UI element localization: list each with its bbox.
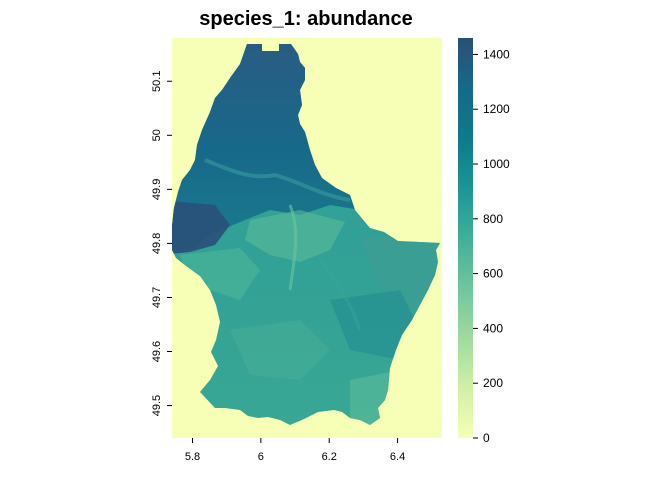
colorbar-tick-label: 200 — [483, 376, 503, 390]
colorbar-tick-label: 1200 — [483, 102, 510, 116]
y-tick-label: 50.1 — [151, 71, 163, 92]
x-axis: 5.8 6 6.2 6.4 — [185, 438, 405, 463]
map-title: species_1: abundance — [199, 8, 413, 30]
y-tick-label: 49.8 — [151, 233, 163, 254]
y-tick-label: 49.5 — [151, 395, 163, 416]
x-tick-label: 5.8 — [185, 451, 200, 463]
y-tick-label: 49.9 — [151, 179, 163, 200]
y-tick-label: 49.6 — [151, 341, 163, 362]
colorbar-tick-label: 0 — [483, 431, 490, 445]
x-tick-label: 6 — [258, 451, 264, 463]
colorbar-tick-label: 1000 — [483, 157, 510, 171]
colorbar-ticks: 0 200 400 600 800 1000 1200 1400 — [473, 47, 510, 445]
x-tick-label: 6.4 — [390, 451, 405, 463]
colorbar: 0 200 400 600 800 1000 1200 1400 — [458, 38, 510, 445]
colorbar-tick-label: 400 — [483, 321, 503, 335]
colorbar-tick-label: 800 — [483, 212, 503, 226]
y-tick-label: 49.7 — [151, 287, 163, 308]
y-axis: 49.5 49.6 49.7 49.8 49.9 50 50.1 — [151, 71, 172, 416]
colorbar-gradient — [458, 38, 473, 438]
colorbar-tick-label: 600 — [483, 267, 503, 281]
colorbar-tick-label: 1400 — [483, 47, 510, 61]
y-tick-label: 50 — [151, 129, 163, 141]
x-tick-label: 6.2 — [322, 451, 337, 463]
